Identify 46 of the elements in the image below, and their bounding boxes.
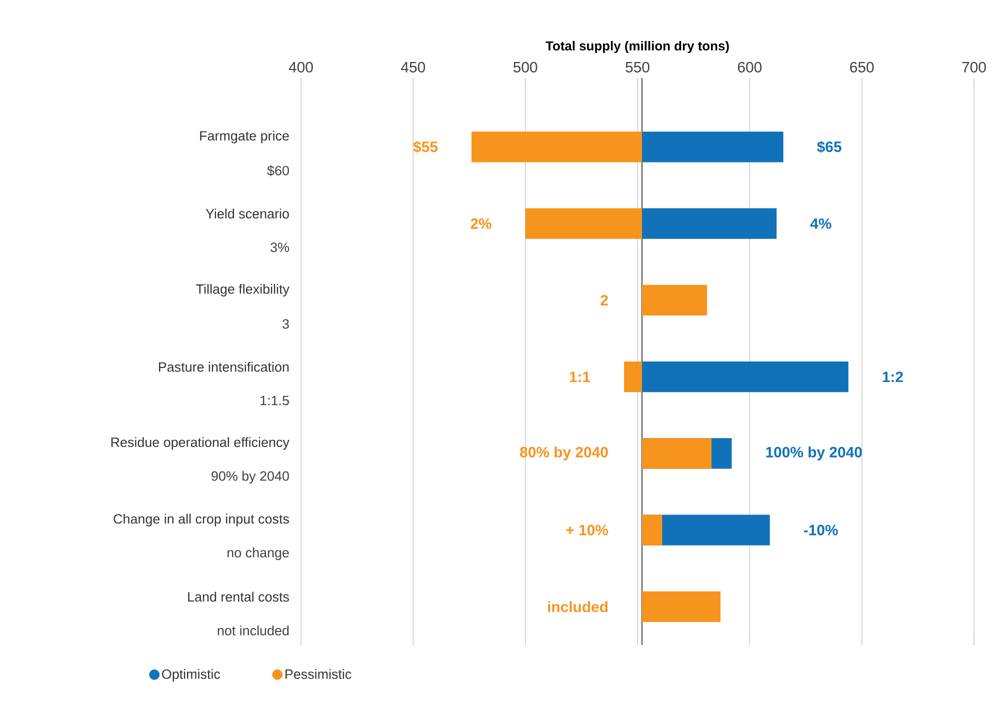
annotation: 4% — [810, 218, 832, 229]
text: no change — [228, 548, 289, 560]
text: 3% — [270, 242, 290, 252]
annotation: $65 — [817, 140, 842, 154]
bar — [642, 284, 708, 316]
text: 1:1.5 — [260, 396, 289, 406]
x-axis-title: Total supply (million dry tons) — [546, 40, 729, 54]
y-tick-label: Residue operational efficiency — [111, 437, 290, 450]
x-tick-label: 550 — [626, 62, 650, 72]
annotation: 2% — [470, 218, 492, 229]
legend-label: Optimistic — [162, 669, 220, 682]
x-tick-label: 500 — [513, 62, 538, 72]
y-tick-label: Change in all crop input costs — [114, 514, 289, 526]
text: not included — [218, 626, 289, 636]
y-tick-label: Farmgate price — [200, 130, 289, 144]
annotation: $55 — [413, 140, 438, 154]
text: 3 — [282, 319, 289, 329]
bar — [642, 132, 784, 162]
y-tick-label: Tillage flexibility — [196, 284, 290, 296]
x-tick-label: 700 — [962, 62, 986, 72]
bar — [642, 514, 662, 546]
annotation: 80% by 2040 — [520, 446, 608, 460]
y-tick-label: Yield scenario — [206, 208, 289, 219]
annotation: included — [548, 601, 608, 612]
bar — [642, 208, 777, 239]
x-tick-label: 400 — [288, 62, 313, 72]
bar — [525, 208, 642, 239]
legend-label: Pessimistic — [286, 669, 352, 679]
annotation: -10% — [804, 524, 838, 536]
y-tick-label: Land rental costs — [188, 592, 289, 602]
x-tick-label: 600 — [738, 62, 762, 72]
y-tick-label: Pasture intensification — [159, 362, 289, 372]
text: $60 — [267, 165, 289, 176]
x-tick-label: 650 — [850, 62, 874, 72]
bar — [642, 438, 712, 469]
annotation: 1:1 — [570, 372, 590, 382]
annotation: 100% by 2040 — [766, 446, 862, 460]
annotation: 1:2 — [882, 372, 903, 382]
bar — [471, 132, 642, 162]
bar — [642, 591, 721, 622]
annotation: + 10% — [566, 524, 608, 536]
text: 90% by 2040 — [212, 470, 289, 484]
bar — [642, 362, 848, 392]
annotation: 2 — [600, 294, 608, 306]
bar — [624, 362, 642, 392]
x-tick-label: 450 — [401, 62, 426, 72]
